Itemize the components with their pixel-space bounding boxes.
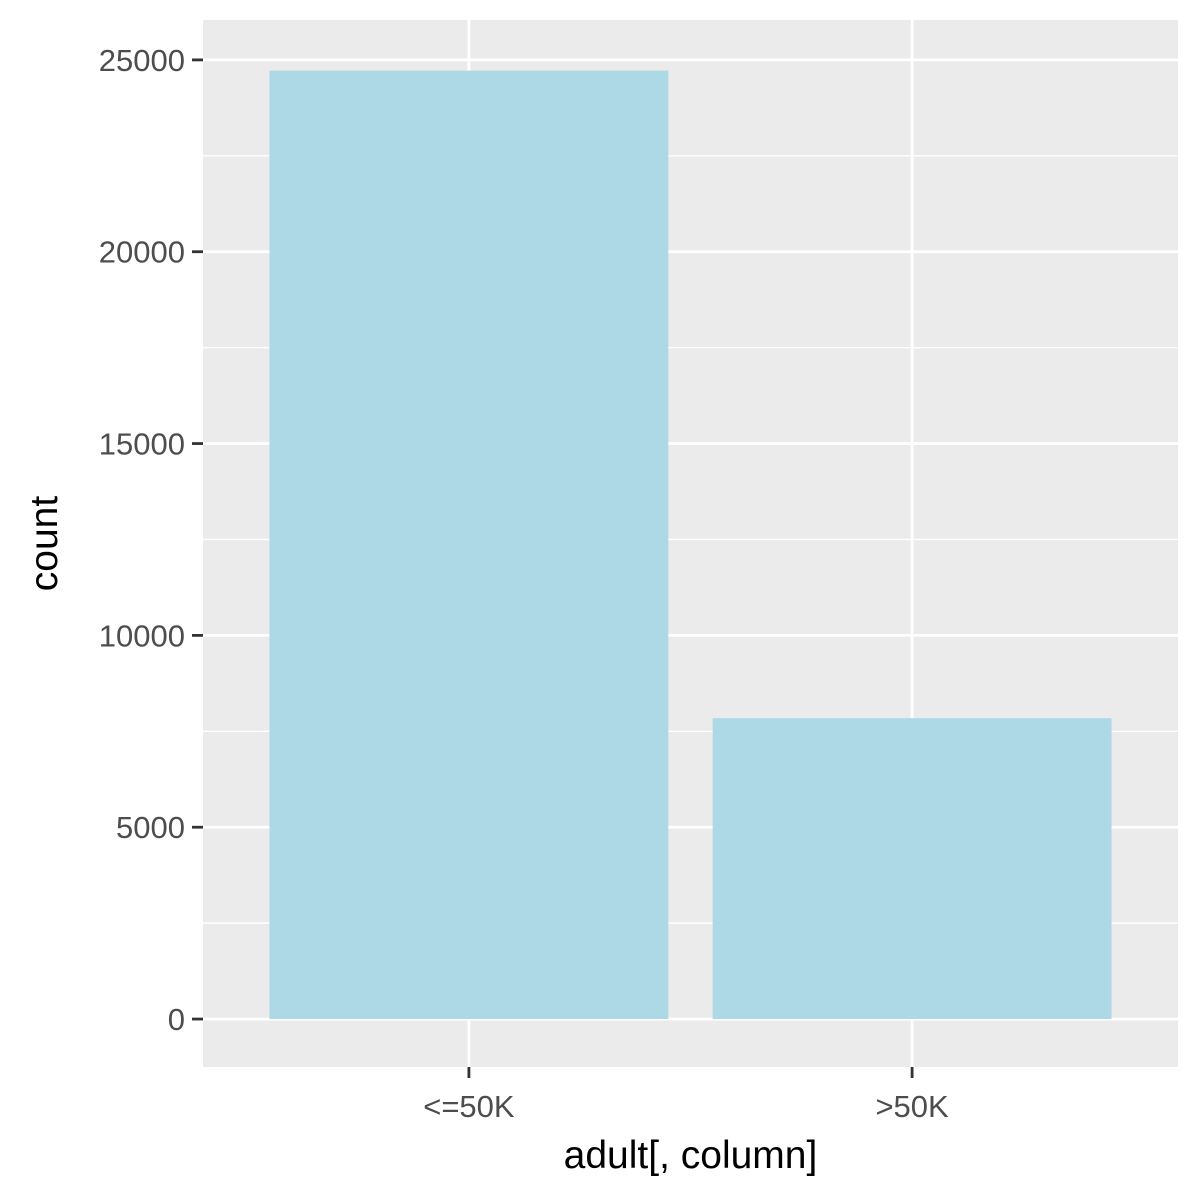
x-tick-label: <=50K	[423, 1089, 515, 1124]
bar	[269, 70, 669, 1020]
y-tick-label: 10000	[99, 618, 185, 653]
y-axis-title: count	[23, 496, 66, 592]
tick-labels: 0 5000 10000 15000 20000 25000 <=50K >50K	[99, 43, 949, 1124]
y-tick-label: 25000	[99, 43, 185, 78]
axis-ticks	[192, 58, 914, 1078]
y-tick-label: 15000	[99, 427, 185, 462]
bar	[712, 718, 1112, 1020]
x-axis-title: adult[, column]	[564, 1134, 818, 1177]
x-tick-label: >50K	[875, 1089, 949, 1124]
y-tick-label: 0	[168, 1002, 185, 1037]
bars	[269, 70, 1112, 1020]
y-tick-label: 5000	[116, 810, 185, 845]
y-tick-label: 20000	[99, 235, 185, 270]
